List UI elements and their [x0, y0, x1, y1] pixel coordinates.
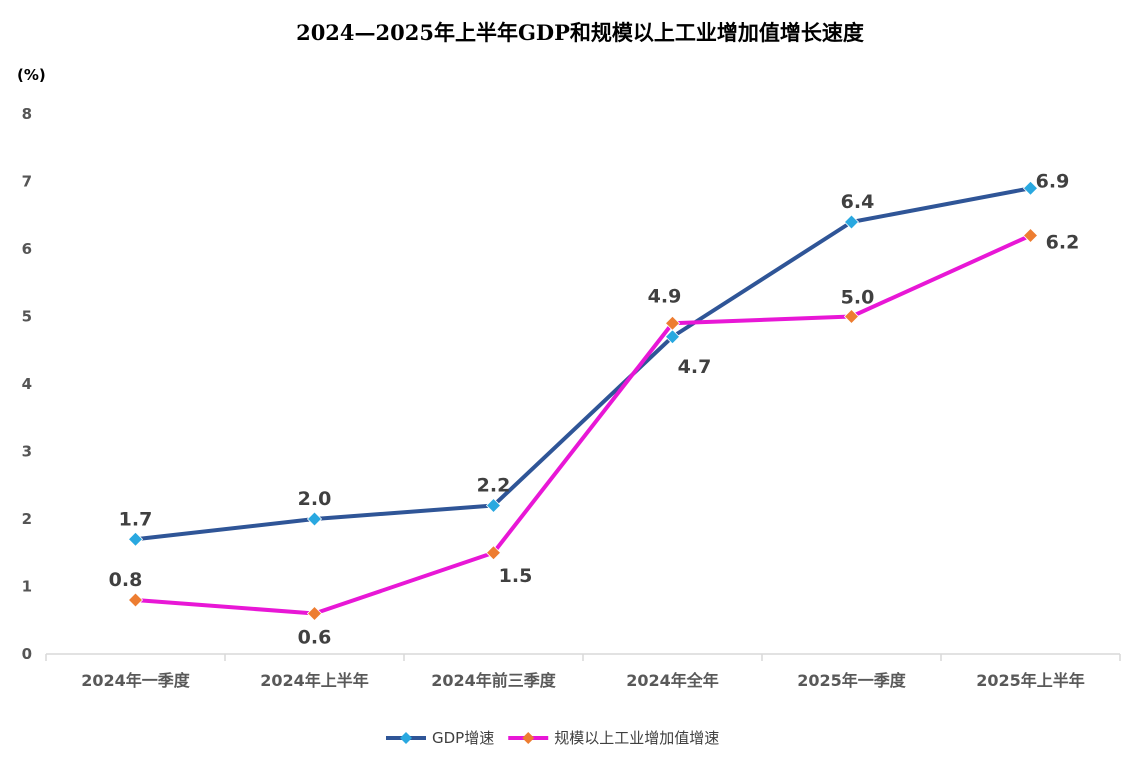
x-tick-label: 2024年全年 [626, 671, 719, 690]
data-label: 5.0 [841, 287, 875, 309]
data-label: 1.7 [119, 508, 153, 530]
y-axis: 0 1 2 3 4 5 6 7 8 [22, 105, 32, 663]
series-line [133, 186, 1033, 542]
data-point [1022, 227, 1039, 244]
legend-item: 规模以上工业增加值增速 [508, 729, 719, 747]
data-label: 4.9 [648, 285, 682, 307]
series-layer: 1.7 2.0 2.2 4.7 6.4 6.9 0.8 0.6 1.5 4.9 5.0 6.2 [109, 170, 1080, 648]
x-tick-label: 2024年上半年 [260, 671, 369, 690]
data-label: 1.5 [499, 565, 533, 587]
legend-item: GDP增速 [386, 729, 494, 747]
data-point [664, 315, 681, 331]
data-point [127, 592, 144, 608]
x-tick-label: 2024年前三季度 [431, 671, 557, 690]
data-point [1022, 180, 1039, 196]
data-point [843, 214, 860, 230]
data-label: 2.2 [477, 475, 511, 497]
y-tick-label: 2 [22, 510, 32, 528]
data-label: 6.2 [1046, 232, 1080, 254]
y-tick-label: 0 [22, 645, 32, 663]
x-tick-label: 2025年一季度 [797, 671, 907, 690]
y-axis-unit: (%) [17, 66, 46, 84]
legend-label: 规模以上工业增加值增速 [554, 729, 719, 747]
series-line [133, 233, 1033, 616]
legend-label: GDP增速 [432, 729, 494, 747]
y-tick-label: 5 [22, 308, 32, 326]
data-label: 6.4 [841, 191, 875, 213]
data-point [485, 497, 502, 514]
data-point [306, 605, 323, 622]
chart-title: 2024—2025年上半年GDP和规模以上工业增加值增长速度 [296, 20, 864, 45]
data-label: 0.8 [109, 569, 143, 591]
y-tick-label: 8 [22, 105, 32, 123]
series-2: 0.8 0.6 1.5 4.9 5.0 6.2 [109, 227, 1080, 649]
y-tick-label: 6 [22, 240, 32, 258]
legend: GDP增速 规模以上工业增加值增速 [386, 729, 719, 747]
data-point [306, 511, 323, 527]
data-point [664, 329, 681, 345]
data-point [485, 545, 502, 561]
x-tick-label: 2024年一季度 [81, 671, 191, 690]
data-label: 4.7 [678, 356, 712, 378]
data-point [127, 531, 144, 547]
legend-swatch-marker [400, 732, 412, 744]
x-tick-label: 2025年上半年 [976, 671, 1085, 690]
series-1: 1.7 2.0 2.2 4.7 6.4 6.9 [119, 170, 1070, 547]
legend-swatch-marker [522, 732, 535, 744]
y-tick-label: 7 [22, 173, 32, 191]
x-axis: 2024年一季度 2024年上半年 2024年前三季度 2024年全年 2025年一季度… [45, 653, 1121, 690]
y-tick-label: 4 [22, 375, 32, 393]
data-label: 6.9 [1036, 170, 1070, 192]
data-point [843, 308, 860, 325]
y-tick-label: 1 [22, 578, 32, 596]
y-tick-label: 3 [22, 443, 32, 461]
data-label: 2.0 [298, 488, 332, 510]
data-label: 0.6 [298, 627, 332, 649]
